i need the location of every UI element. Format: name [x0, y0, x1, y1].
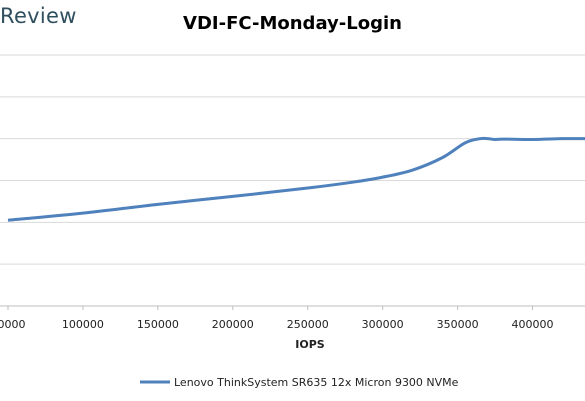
- chart-title: VDI-FC-Monday-Login: [0, 13, 585, 34]
- x-axis-title: IOPS: [295, 338, 325, 351]
- legend-label: Lenovo ThinkSystem SR635 12x Micron 9300…: [174, 376, 459, 389]
- x-tick-label: 400000: [512, 318, 554, 331]
- x-tick-label: 200000: [212, 318, 254, 331]
- x-tick-labels: 50000 100000 150000 200000 250000 300000 35000…: [0, 318, 554, 331]
- x-tick-label: 350000: [437, 318, 479, 331]
- chart-title-text: VDI-FC-Monday-Login: [183, 13, 402, 34]
- grid-lines: [0, 54, 585, 310]
- x-tick-label: 50000: [0, 318, 26, 331]
- series-line: [7, 136, 585, 222]
- x-tick-label: 300000: [362, 318, 404, 331]
- legend: Lenovo ThinkSystem SR635 12x Micron 9300…: [140, 376, 459, 389]
- brand-logo: Review: [0, 4, 77, 28]
- x-tick-label: 100000: [62, 318, 104, 331]
- x-tick-label: 250000: [287, 318, 329, 331]
- x-tick-label: 150000: [137, 318, 179, 331]
- series-layer: [7, 136, 585, 222]
